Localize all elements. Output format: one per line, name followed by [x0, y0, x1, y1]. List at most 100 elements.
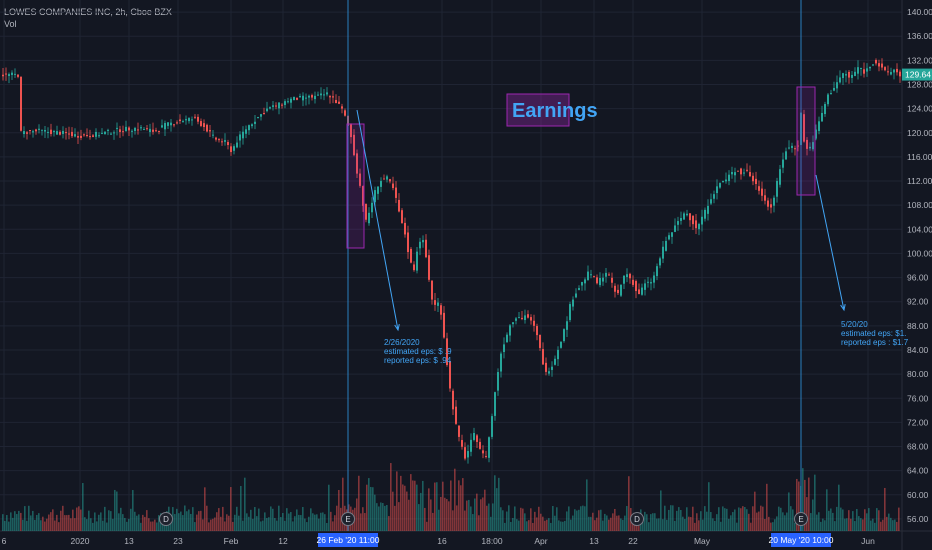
- volume-bar: [828, 510, 830, 531]
- y-tick-label: 108.00: [907, 200, 932, 210]
- volume-bar: [34, 519, 36, 531]
- volume-bar: [240, 485, 242, 531]
- volume-bar: [642, 517, 644, 531]
- candle-body: [473, 432, 475, 440]
- candle-body: [212, 134, 214, 136]
- volume-bar: [282, 512, 284, 531]
- volume-bar: [318, 518, 320, 531]
- volume-bar: [308, 516, 310, 531]
- volume-bar: [778, 506, 780, 531]
- volume-bar: [654, 513, 656, 531]
- candle-body: [29, 129, 31, 132]
- volume-bar: [152, 521, 154, 531]
- volume-bar: [746, 509, 748, 531]
- candle-body: [137, 129, 139, 131]
- volume-bar: [134, 511, 136, 531]
- candle-body: [200, 121, 202, 126]
- volume-bar: [626, 506, 628, 531]
- volume-bar: [482, 497, 484, 531]
- candle-body: [326, 92, 328, 95]
- candle-body: [701, 216, 703, 225]
- volume-bar: [62, 505, 64, 531]
- candle-body: [584, 279, 586, 284]
- volume-bar: [288, 513, 290, 531]
- volume-bar: [206, 505, 208, 531]
- volume-bar: [360, 513, 362, 531]
- volume-bar: [826, 489, 828, 531]
- x-tick-label: 16: [437, 536, 447, 546]
- candle-body: [857, 67, 859, 74]
- volume-bar: [186, 511, 188, 531]
- event-marker-label: D: [634, 515, 640, 524]
- volume-bar: [26, 520, 28, 531]
- candle-body: [416, 251, 418, 271]
- volume-bar: [56, 514, 58, 531]
- volume-bar: [382, 503, 384, 531]
- candle-body: [578, 288, 580, 290]
- volume-bar: [664, 505, 666, 531]
- candle-body: [524, 315, 526, 321]
- candle-body: [683, 213, 685, 220]
- candle-body: [704, 209, 706, 219]
- candle-body: [341, 106, 343, 109]
- volume-bar: [884, 487, 886, 531]
- candle-body: [827, 94, 829, 105]
- volume-bar: [680, 509, 682, 531]
- volume-bar: [860, 518, 862, 531]
- candle-body: [563, 329, 565, 342]
- candle-body: [428, 255, 430, 280]
- candle-body: [332, 96, 334, 98]
- volume-bar: [636, 522, 638, 531]
- volume-bar: [748, 513, 750, 531]
- volume-bar: [78, 506, 80, 531]
- candle-body: [101, 132, 103, 134]
- volume-bar: [818, 512, 820, 531]
- volume-bar: [856, 509, 858, 531]
- candle-body: [41, 129, 43, 131]
- volume-bar: [204, 487, 206, 531]
- candle-body: [779, 169, 781, 185]
- candle-body: [695, 220, 697, 229]
- volume-bar: [404, 485, 406, 531]
- volume-bar: [666, 519, 668, 531]
- candle-body: [56, 131, 58, 135]
- candle-body: [821, 112, 823, 122]
- earnings-box: [796, 86, 816, 196]
- candle-body: [179, 119, 181, 122]
- earnings-note-reported: reported eps: $ .94: [384, 356, 452, 365]
- volume-bar: [118, 513, 120, 531]
- volume-bar: [232, 521, 234, 531]
- candle-body: [89, 136, 91, 138]
- volume-bar: [178, 513, 180, 531]
- candle-body: [713, 194, 715, 199]
- volume-bar: [814, 474, 816, 531]
- candle-body: [158, 130, 160, 132]
- y-tick-label: 116.00: [907, 152, 932, 162]
- event-marker: [159, 512, 173, 526]
- volume-bar: [522, 508, 524, 531]
- volume-bar: [498, 477, 500, 531]
- volume-bar: [70, 518, 72, 531]
- candle-body: [278, 102, 280, 109]
- volume-bar: [894, 519, 896, 531]
- candle-body: [182, 121, 184, 123]
- volume-bar: [214, 517, 216, 531]
- candle-body: [449, 361, 451, 389]
- volume-bar: [180, 511, 182, 531]
- volume-bar: [712, 518, 714, 531]
- candle-body: [146, 128, 148, 130]
- volume-bar: [210, 519, 212, 531]
- volume-bar: [718, 507, 720, 531]
- volume-bar: [736, 522, 738, 531]
- candle-body: [785, 151, 787, 160]
- volume-bar: [788, 492, 790, 531]
- volume-bar: [784, 515, 786, 531]
- candle-body: [743, 172, 745, 174]
- time-highlight-tag: [318, 533, 378, 547]
- volume-bar: [84, 517, 86, 531]
- x-tick-label: Feb: [224, 536, 239, 546]
- volume-bar: [40, 520, 42, 531]
- candle-body: [83, 134, 85, 136]
- candle-body: [164, 123, 166, 130]
